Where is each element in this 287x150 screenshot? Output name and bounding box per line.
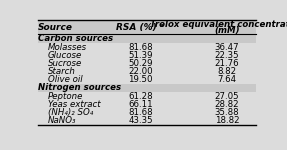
Text: 19.50: 19.50: [128, 75, 153, 84]
Text: 8.82: 8.82: [218, 67, 237, 76]
Text: (mM): (mM): [214, 26, 240, 35]
Text: Peptone: Peptone: [48, 92, 84, 101]
Text: Carbon sources: Carbon sources: [38, 34, 113, 43]
FancyBboxPatch shape: [38, 84, 256, 92]
Text: 81.68: 81.68: [128, 42, 153, 51]
FancyBboxPatch shape: [38, 109, 256, 117]
Text: 36.47: 36.47: [215, 42, 239, 51]
Text: Yeas extract: Yeas extract: [48, 100, 101, 109]
Text: 35.88: 35.88: [215, 108, 239, 117]
Text: (NH₄)₂ SO₄: (NH₄)₂ SO₄: [48, 108, 93, 117]
FancyBboxPatch shape: [38, 67, 256, 75]
Text: Olive oil: Olive oil: [48, 75, 83, 84]
Text: Trolox equivalent concentration: Trolox equivalent concentration: [150, 20, 287, 29]
Text: 22.35: 22.35: [215, 51, 239, 60]
Text: Sucrose: Sucrose: [48, 59, 82, 68]
Text: 22.00: 22.00: [128, 67, 153, 76]
FancyBboxPatch shape: [38, 20, 256, 34]
Text: Glucose: Glucose: [48, 51, 82, 60]
Text: 51.39: 51.39: [128, 51, 153, 60]
Text: 18.82: 18.82: [215, 116, 239, 125]
Text: RSA (%) ᵃ: RSA (%) ᵃ: [117, 23, 164, 32]
Text: Molasses: Molasses: [48, 42, 87, 51]
FancyBboxPatch shape: [38, 34, 256, 43]
Text: NaNO₃: NaNO₃: [48, 116, 77, 125]
Text: 61.28: 61.28: [128, 92, 153, 101]
FancyBboxPatch shape: [38, 92, 256, 101]
Text: Starch: Starch: [48, 67, 76, 76]
Text: Source: Source: [38, 23, 73, 32]
Text: 50.29: 50.29: [128, 59, 153, 68]
Text: 81.68: 81.68: [128, 108, 153, 117]
Text: 27.05: 27.05: [215, 92, 239, 101]
Text: 7.64: 7.64: [218, 75, 237, 84]
Text: 43.35: 43.35: [128, 116, 153, 125]
FancyBboxPatch shape: [38, 51, 256, 59]
FancyBboxPatch shape: [38, 75, 256, 84]
Text: 28.82: 28.82: [215, 100, 239, 109]
Text: Nitrogen sources: Nitrogen sources: [38, 84, 121, 93]
FancyBboxPatch shape: [38, 117, 256, 125]
FancyBboxPatch shape: [38, 43, 256, 51]
FancyBboxPatch shape: [38, 59, 256, 67]
Text: 21.76: 21.76: [215, 59, 239, 68]
FancyBboxPatch shape: [38, 100, 256, 109]
Text: 66.11: 66.11: [128, 100, 153, 109]
